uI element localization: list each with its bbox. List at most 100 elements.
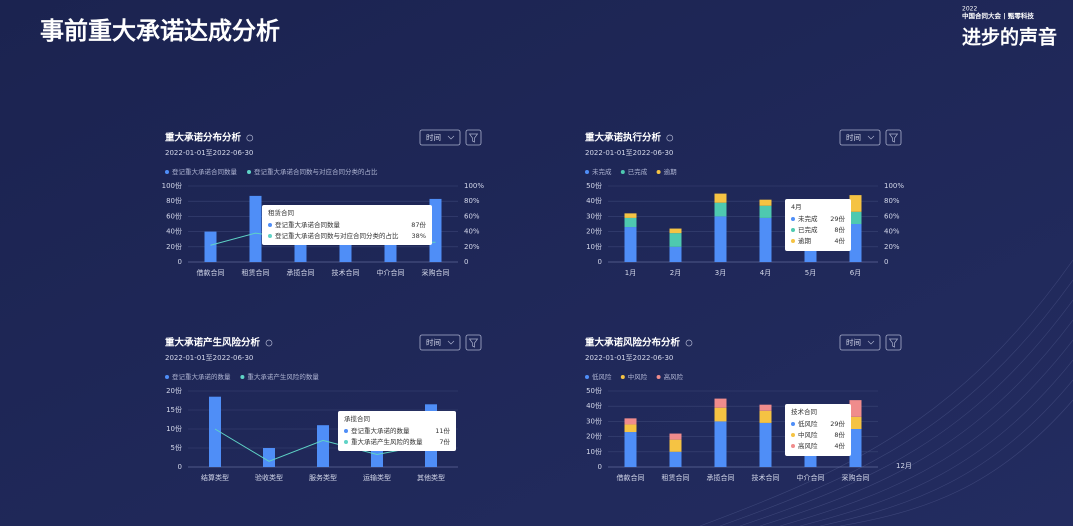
filter-button[interactable] (885, 129, 902, 146)
y2-tick-label: 20% (464, 243, 480, 251)
tooltip-marker (791, 239, 795, 243)
tooltip-marker (344, 429, 348, 433)
y-tick-label: 40份 (586, 401, 602, 410)
bar-segment (624, 432, 637, 467)
y-tick-label: 0 (178, 463, 182, 471)
tooltip-value: 29份 (830, 214, 845, 223)
tooltip-name: 逾期 (798, 236, 812, 245)
tooltip-name: 登记重大承诺合同数与对应合同分类的占比 (275, 231, 399, 240)
filter-button[interactable] (465, 334, 482, 351)
filter-button[interactable] (465, 129, 482, 146)
tooltip-name: 已完成 (798, 225, 818, 234)
bar-segment (624, 418, 637, 425)
x-tick-label: 2月 (670, 269, 681, 277)
dropdown-arrow (447, 135, 455, 140)
bar (371, 448, 383, 467)
bar-segment (714, 421, 727, 467)
y-tick-label: 10份 (166, 424, 182, 433)
y-tick-label: 5份 (171, 443, 182, 452)
legend-label: 低风险 (592, 372, 612, 381)
x-tick-label: 租赁合同 (242, 268, 270, 277)
tooltip-value: 11份 (435, 426, 450, 435)
bar-segment (714, 398, 727, 408)
filter-label: 时间 (846, 337, 861, 347)
bar-segment (849, 224, 862, 262)
bar-segment (714, 202, 727, 217)
tooltip-value: 87份 (411, 220, 426, 229)
y2-tick-label: 20% (884, 243, 900, 251)
bar-segment (624, 217, 637, 228)
bar-segment (849, 211, 862, 224)
chart-title: 重大承诺风险分布分析 (585, 337, 681, 349)
chart-title: 重大承诺分布分析 (165, 132, 242, 144)
filter-dropdown[interactable] (839, 129, 881, 146)
bar-segment (714, 407, 727, 422)
tooltip-value: 38% (412, 232, 426, 240)
tooltip-marker (791, 217, 795, 221)
funnel-icon (888, 338, 899, 348)
chart-title: 重大承诺产生风险分析 (165, 337, 261, 349)
y-tick-label: 20份 (166, 386, 182, 395)
dropdown-arrow (867, 340, 875, 345)
bar (429, 198, 442, 262)
dropdown-arrow (447, 340, 455, 345)
legend-label: 登记重大承诺合同数与对应合同分类的占比 (254, 167, 378, 176)
tooltip-value: 4份 (834, 441, 845, 450)
bar-segment (759, 422, 772, 467)
bar-segment (669, 451, 682, 467)
legend-marker (620, 170, 625, 174)
legend-marker (165, 170, 169, 174)
bar-segment (849, 400, 862, 417)
tooltip-title: 技术合同 (791, 407, 817, 416)
bar (249, 195, 262, 262)
filter-dropdown[interactable] (419, 334, 461, 351)
filter-button[interactable] (885, 334, 902, 351)
legend-marker (620, 375, 625, 379)
y-tick-label: 10份 (586, 242, 602, 251)
y2-tick-label: 60% (884, 212, 900, 220)
tooltip-marker (791, 422, 795, 426)
bar-segment (669, 439, 682, 452)
tooltip-value: 7份 (439, 437, 450, 446)
tooltip-marker (791, 228, 795, 232)
bar-segment (759, 205, 772, 218)
legend-label: 登记重大承诺的数量 (172, 372, 231, 381)
bar-segment (849, 429, 862, 467)
y2-tick-label: 60% (464, 212, 480, 220)
y-tick-label: 20份 (166, 242, 182, 251)
y2-tick-label: 100% (464, 182, 484, 190)
tooltip (338, 411, 456, 451)
x-tick-label: 3月 (715, 269, 726, 277)
bar-segment (624, 227, 637, 262)
y-tick-label: 0 (598, 463, 602, 471)
y2-tick-label: 80% (464, 197, 480, 205)
annotation: 12月 (896, 462, 912, 470)
tooltip-marker (791, 433, 795, 437)
y-tick-label: 30份 (586, 416, 602, 425)
legend-marker (247, 170, 251, 174)
tooltip-title: 租赁合同 (268, 208, 294, 217)
x-tick-label: 1月 (625, 269, 636, 277)
chart-subtitle: 2022-01-01至2022-06-30 (165, 354, 253, 362)
legend-marker (656, 375, 661, 379)
filter-dropdown[interactable] (839, 334, 881, 351)
x-tick-label: 承揽合同 (707, 473, 735, 482)
y-tick-label: 80份 (166, 196, 182, 205)
chart-title: 重大承诺执行分析 (585, 132, 662, 144)
bar (263, 448, 275, 467)
bar-segment (714, 193, 727, 203)
help-icon (265, 339, 273, 347)
tooltip-name: 登记重大承诺的数量 (351, 426, 410, 435)
legend-marker (656, 170, 661, 174)
y2-tick-label: 0 (884, 258, 888, 266)
funnel-icon (888, 133, 899, 143)
filter-dropdown[interactable] (419, 129, 461, 146)
help-icon (666, 134, 674, 142)
tooltip (785, 199, 851, 251)
legend-marker (585, 375, 589, 379)
x-tick-label: 6月 (850, 269, 861, 277)
y2-tick-label: 40% (884, 228, 900, 236)
legend-label: 未完成 (592, 167, 612, 176)
